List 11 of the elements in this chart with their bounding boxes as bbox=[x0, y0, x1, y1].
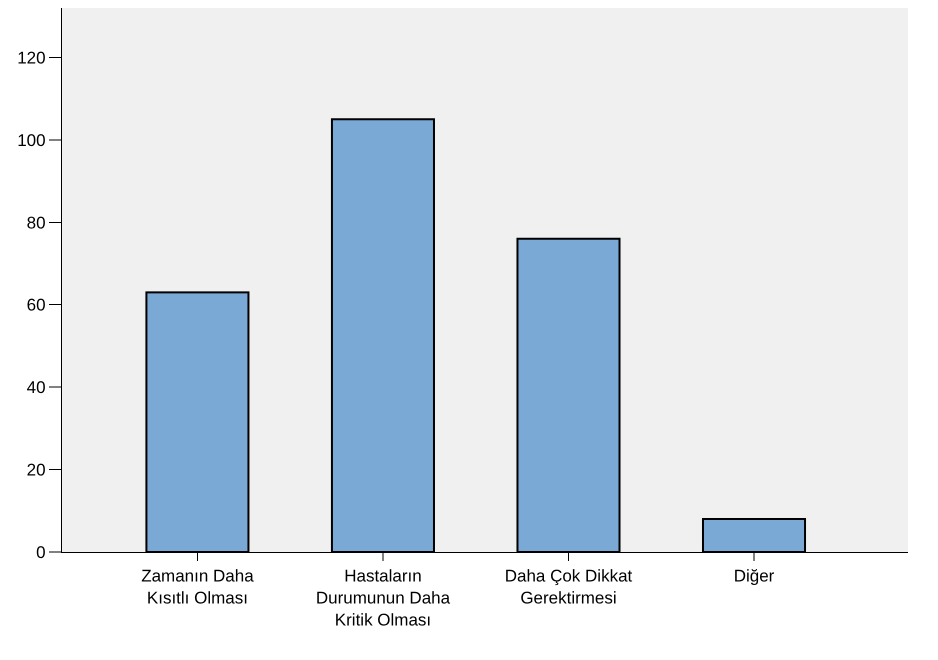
x-tick-label: Diğer bbox=[734, 566, 775, 586]
y-tick-label: 20 bbox=[26, 460, 46, 480]
y-tick-label: 60 bbox=[26, 296, 46, 315]
y-tick-label: 120 bbox=[17, 48, 46, 68]
x-tick-label: Hastaların Durumunun Daha Kritik Olması bbox=[316, 566, 451, 630]
x-tick-label: Daha Çok Dikkat Gerektirmesi bbox=[504, 566, 633, 608]
y-tick-label: 80 bbox=[26, 213, 46, 232]
y-tick-label: 40 bbox=[26, 378, 46, 398]
y-tick-label: 100 bbox=[17, 130, 46, 150]
x-tick-label: Zamanın Daha Kısıtlı Olması bbox=[141, 566, 254, 608]
y-tick-label: 0 bbox=[36, 542, 46, 562]
